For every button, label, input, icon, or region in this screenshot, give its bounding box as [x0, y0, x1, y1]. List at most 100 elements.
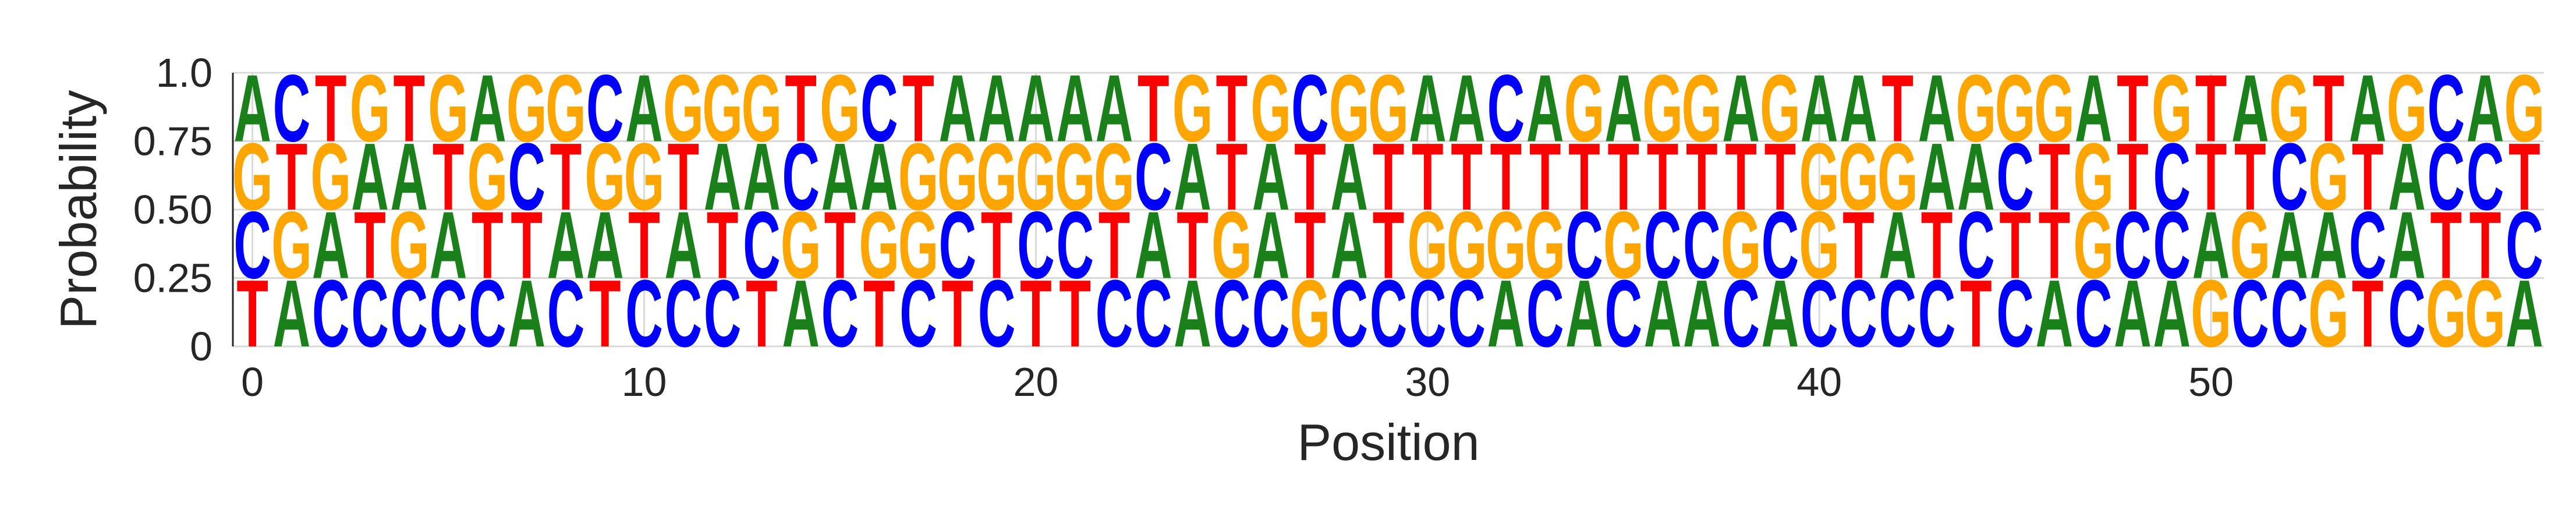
logo-letter: A	[1604, 55, 1642, 162]
logo-letter: C	[939, 192, 977, 299]
logo-letter: C	[430, 260, 467, 367]
logo-letter: G	[1760, 55, 1801, 162]
logo-letter: C	[2349, 192, 2387, 299]
logo-letter: G	[1290, 260, 1331, 367]
logo-letter: T	[1568, 123, 1600, 231]
logo-letter: G	[2269, 55, 2310, 162]
logo-letter: A	[1879, 192, 1916, 299]
logo-letter: C	[2270, 123, 2308, 231]
logo-letter: C	[1879, 260, 1916, 367]
logo-letter: G	[1838, 123, 1879, 231]
logo-letter: G	[1603, 192, 1644, 299]
logo-letter: T	[354, 192, 386, 299]
logo-letter: A	[2506, 260, 2543, 367]
logo-letter: C	[351, 260, 389, 367]
logo-letter: G	[350, 55, 391, 162]
logo-letter: C	[1096, 260, 1133, 367]
logo-letter: A	[1252, 192, 1290, 299]
logo-letter: A	[469, 55, 506, 162]
logo-letter: C	[1135, 123, 1172, 231]
logo-letter: C	[782, 123, 820, 231]
logo-letter: C	[2153, 192, 2191, 299]
logo-letter: A	[430, 192, 467, 299]
logo-letter: T	[981, 192, 1013, 299]
logo-letter: C	[2427, 123, 2465, 231]
logo-letter: T	[902, 55, 934, 162]
logo-letter: A	[1448, 55, 1486, 162]
logo-letter: A	[1683, 260, 1721, 367]
logo-letter: A	[2153, 260, 2191, 367]
logo-letter: G	[232, 123, 273, 231]
logo-letter: C	[1565, 192, 1603, 299]
logo-letter: C	[1957, 192, 1995, 299]
logo-letter: G	[820, 55, 860, 162]
logo-letter: G	[2465, 260, 2506, 367]
logo-letter: A	[1017, 55, 1055, 162]
logo-letter: A	[1487, 260, 1525, 367]
logo-letter: T	[1921, 192, 1953, 299]
logo-letter: T	[2039, 123, 2071, 231]
logo-letter: T	[1529, 123, 1561, 231]
logo-letter: A	[1526, 55, 1564, 162]
x-tick-label: 50	[2188, 359, 2234, 405]
logo-letter: G	[2034, 55, 2075, 162]
logo-letter: T	[1099, 192, 1131, 299]
logo-letter: T	[1490, 123, 1522, 231]
logo-letter: T	[785, 55, 817, 162]
x-axis-title: Position	[1297, 413, 1479, 471]
logo-letter: T	[511, 192, 543, 299]
logo-letter: T	[1177, 192, 1209, 299]
logo-letter: G	[1329, 55, 1370, 162]
logo-letter: C	[312, 260, 350, 367]
logo-letter: G	[2387, 55, 2428, 162]
logo-letter: T	[2117, 55, 2149, 162]
logo-letter: T	[628, 192, 660, 299]
logo-letter: T	[824, 192, 856, 299]
logo-letter: A	[1135, 192, 1172, 299]
y-tick-label: 0	[190, 324, 212, 369]
logo-letter: A	[1330, 123, 1368, 231]
logo-letter: A	[1174, 123, 1211, 231]
logo-letter: C	[547, 260, 585, 367]
logo-letter: C	[2467, 123, 2504, 231]
logo-letter: G	[467, 123, 508, 231]
logo-letter: C	[2231, 260, 2269, 367]
logo-letter: C	[508, 123, 545, 231]
logo-letter: A	[1409, 55, 1447, 162]
logo-letter: G	[898, 123, 939, 231]
logo-letter: G	[506, 55, 547, 162]
logo-letter: A	[586, 192, 624, 299]
logo-letter: T	[942, 260, 974, 367]
logo-letter: A	[273, 260, 311, 367]
logo-letter: A	[1174, 260, 1211, 367]
logo-letter: C	[273, 55, 311, 162]
logo-letter: T	[550, 123, 582, 231]
logo-letter: T	[1294, 192, 1326, 299]
logo-letter: C	[1056, 192, 1094, 299]
logo-letter: C	[469, 260, 506, 367]
logo-letter: G	[2191, 260, 2231, 367]
logo-letter: T	[589, 260, 621, 367]
y-tick-label: 0.25	[133, 256, 212, 301]
logo-letter: A	[1840, 55, 1877, 162]
logo-letter: A	[1722, 55, 1760, 162]
logo-letter: C	[625, 260, 663, 367]
logo-letter: G	[1682, 55, 1723, 162]
logo-letter: A	[1330, 192, 1368, 299]
logo-letter: G	[1642, 55, 1683, 162]
logo-letter: A	[2349, 55, 2387, 162]
logo-letter: T	[1216, 123, 1248, 231]
logo-letter: C	[1722, 260, 1760, 367]
logo-letter: T	[433, 123, 465, 231]
y-tick-label: 0.75	[133, 119, 212, 164]
logo-letter: T	[1647, 123, 1679, 231]
logo-letter: C	[1683, 192, 1721, 299]
logo-letter: T	[1960, 260, 1992, 367]
logo-letter: C	[2075, 260, 2113, 367]
logo-letter: T	[667, 123, 699, 231]
logo-letter: C	[1213, 260, 1251, 367]
logo-letter: G	[1250, 55, 1291, 162]
logo-letter: C	[1017, 192, 1055, 299]
logo-letter: A	[547, 192, 585, 299]
